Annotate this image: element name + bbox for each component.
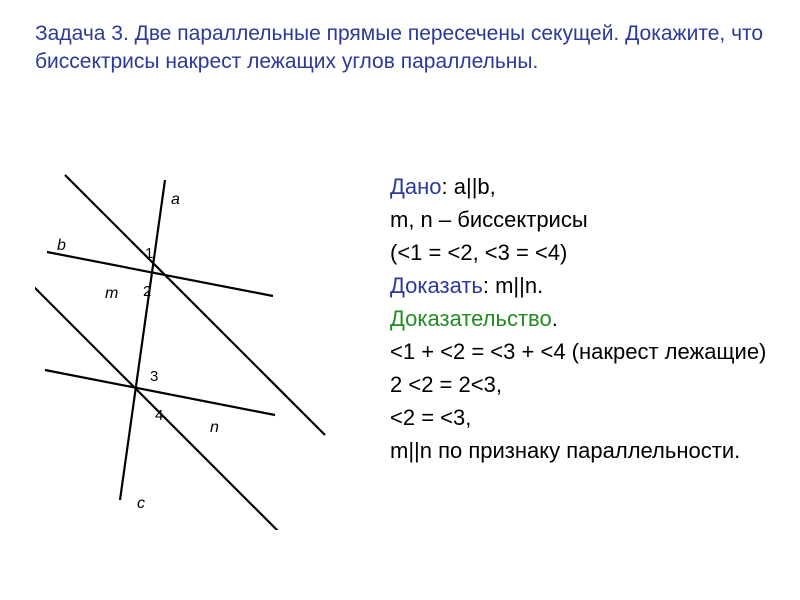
proof-line-3: (<1 = <2, <3 = <4)	[390, 236, 770, 269]
proof-step-3: <2 = <3,	[390, 401, 770, 434]
problem-number: Задача 3.	[35, 22, 129, 45]
label-c: c	[137, 495, 145, 512]
proof-step-2: 2 <2 = 2<3,	[390, 368, 770, 401]
line-a	[120, 180, 165, 500]
label-b: b	[57, 237, 66, 254]
label-a: a	[171, 191, 180, 208]
proof-block: Дано: a||b, m, n – биссектрисы (<1 = <2,…	[390, 170, 770, 467]
label-m: m	[105, 285, 118, 302]
label-n: n	[210, 419, 219, 436]
proof-line-2: m, n – биссектрисы	[390, 203, 770, 236]
line-b-top	[65, 175, 325, 435]
angle-3: 3	[150, 368, 158, 385]
given-text: : a||b,	[442, 174, 496, 199]
prove-line: Доказать: m||n.	[390, 269, 770, 302]
diagram-svg: a b m n c 1 2 3 4	[35, 170, 355, 530]
line-m	[47, 252, 273, 296]
angle-1: 1	[145, 245, 153, 262]
angle-4: 4	[155, 407, 163, 424]
geometry-diagram: a b m n c 1 2 3 4	[35, 170, 355, 530]
proof-heading: Доказательство.	[390, 302, 770, 335]
prove-text: : m||n.	[483, 273, 543, 298]
prove-label: Доказать	[390, 273, 483, 298]
given-line: Дано: a||b,	[390, 170, 770, 203]
proof-step-1: <1 + <2 = <3 + <4 (накрест лежащие)	[390, 335, 770, 368]
given-label: Дано	[390, 174, 442, 199]
line-parallel-bottom	[35, 278, 285, 530]
angle-2: 2	[143, 283, 151, 300]
proof-label: Доказательство	[390, 306, 552, 331]
problem-statement: Две параллельные прямые пересечены секущ…	[35, 22, 763, 73]
proof-dot: .	[552, 306, 558, 331]
proof-step-4: m||n по признаку параллельности.	[390, 434, 770, 467]
problem-title: Задача 3. Две параллельные прямые пересе…	[35, 20, 765, 77]
